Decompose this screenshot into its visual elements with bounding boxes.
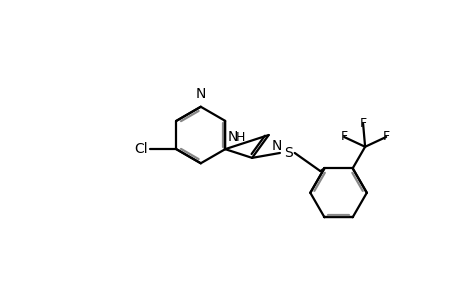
Text: F: F (340, 130, 347, 143)
Text: N: N (195, 87, 206, 101)
Text: N: N (227, 130, 238, 144)
Text: F: F (359, 117, 366, 130)
Text: N: N (271, 139, 281, 153)
Text: S: S (283, 146, 292, 160)
Text: F: F (382, 130, 389, 143)
Text: Cl: Cl (134, 142, 147, 156)
Text: H: H (235, 131, 245, 144)
